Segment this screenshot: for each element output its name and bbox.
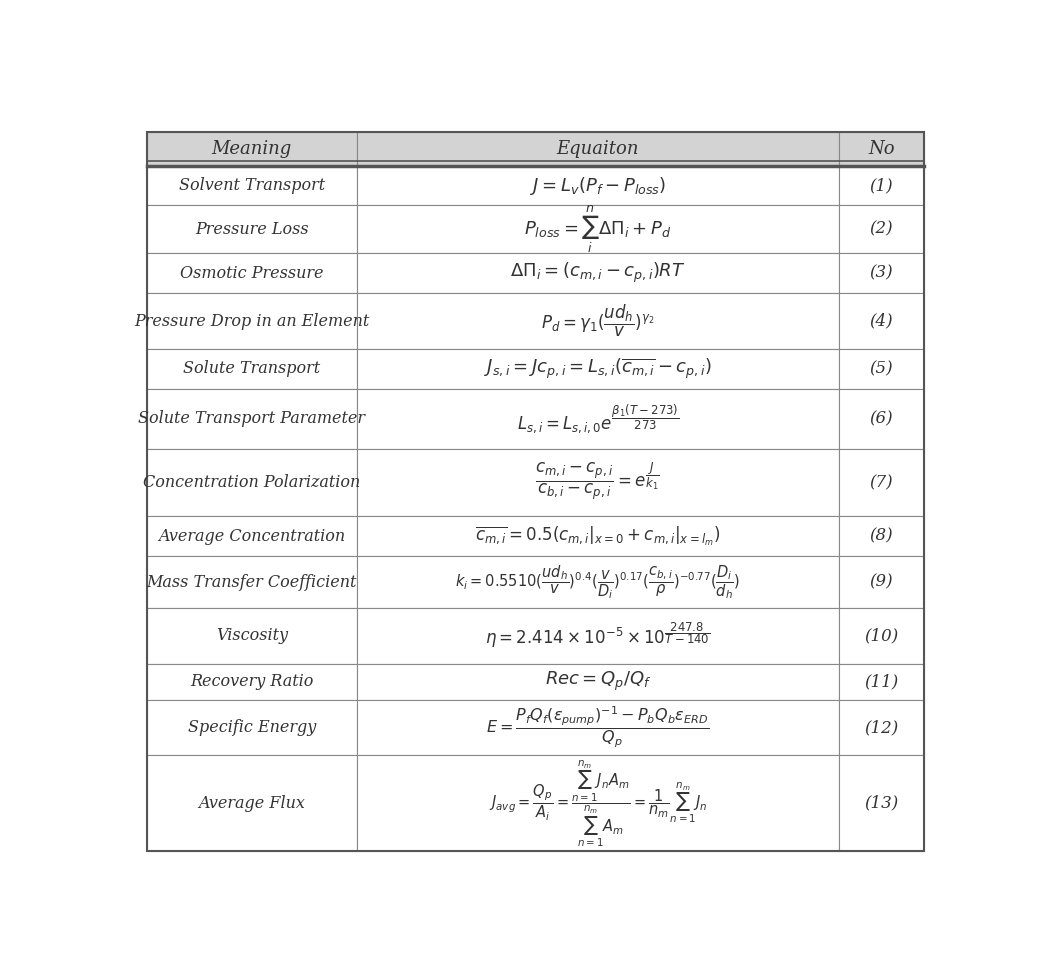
Bar <box>356 755 839 851</box>
Text: (1): (1) <box>869 177 893 194</box>
Bar <box>839 253 925 293</box>
Bar <box>356 557 839 608</box>
Bar <box>146 608 356 664</box>
Text: (13): (13) <box>864 795 899 811</box>
Text: $Rec=Q_p/Q_f$: $Rec=Q_p/Q_f$ <box>544 670 651 693</box>
Text: $\eta=2.414\times10^{-5}\times10^{\dfrac{247.8}{T-140}}$: $\eta=2.414\times10^{-5}\times10^{\dfrac… <box>485 621 711 651</box>
Bar <box>839 131 925 165</box>
Bar <box>356 349 839 389</box>
Bar <box>146 205 356 253</box>
Text: (8): (8) <box>869 527 893 545</box>
Text: (12): (12) <box>864 719 899 736</box>
Bar <box>146 664 356 700</box>
Bar <box>146 700 356 755</box>
Text: $\Delta\Pi_i=(c_{m,i}-c_{p,i})RT$: $\Delta\Pi_i=(c_{m,i}-c_{p,i})RT$ <box>510 261 686 285</box>
Bar <box>146 755 356 851</box>
Bar <box>146 389 356 449</box>
Bar <box>356 700 839 755</box>
Bar <box>146 349 356 389</box>
Text: (10): (10) <box>864 628 899 644</box>
Bar <box>839 664 925 700</box>
Text: (7): (7) <box>869 474 893 491</box>
Bar <box>356 608 839 664</box>
Bar <box>356 664 839 700</box>
Bar <box>356 449 839 517</box>
Text: Meaning: Meaning <box>212 140 292 158</box>
Text: (5): (5) <box>869 360 893 378</box>
Text: $J=L_v(P_f-P_{loss})$: $J=L_v(P_f-P_{loss})$ <box>530 174 666 197</box>
Text: Pressure Loss: Pressure Loss <box>195 221 308 237</box>
Text: $E=\dfrac{P_fQ_f(\epsilon_{pump})^{-1}-P_bQ_b\epsilon_{ERD}}{Q_p}$: $E=\dfrac{P_fQ_f(\epsilon_{pump})^{-1}-P… <box>486 704 710 750</box>
Text: $J_{s,i}=Jc_{p,i}=L_{s,i}(\overline{c_{m,i}}-c_{p,i})$: $J_{s,i}=Jc_{p,i}=L_{s,i}(\overline{c_{m… <box>484 356 712 381</box>
Text: Concentration Polarization: Concentration Polarization <box>143 474 361 491</box>
Bar <box>356 389 839 449</box>
Text: Specific Energy: Specific Energy <box>188 719 316 736</box>
Text: (9): (9) <box>869 573 893 591</box>
Text: $P_d=\gamma_1(\dfrac{ud_h}{v})^{\gamma_2}$: $P_d=\gamma_1(\dfrac{ud_h}{v})^{\gamma_2… <box>541 303 654 340</box>
Bar <box>146 557 356 608</box>
Text: Average Concentration: Average Concentration <box>158 527 345 545</box>
Text: (11): (11) <box>864 673 899 690</box>
Text: $L_{s,i}=L_{s,i,0}e^{\dfrac{\beta_1(T-273)}{273}}$: $L_{s,i}=L_{s,i,0}e^{\dfrac{\beta_1(T-27… <box>516 402 679 435</box>
Bar <box>146 517 356 557</box>
Bar <box>839 449 925 517</box>
Bar <box>839 517 925 557</box>
Bar <box>839 205 925 253</box>
Bar <box>146 293 356 349</box>
Bar <box>839 755 925 851</box>
Bar <box>356 517 839 557</box>
Text: (6): (6) <box>869 411 893 427</box>
Text: Average Flux: Average Flux <box>199 795 305 811</box>
Bar <box>146 253 356 293</box>
Bar <box>146 449 356 517</box>
Bar <box>356 205 839 253</box>
Text: $\dfrac{c_{m,i}-c_{p,i}}{c_{b,i}-c_{p,i}}=e^{\dfrac{J}{k_1}}$: $\dfrac{c_{m,i}-c_{p,i}}{c_{b,i}-c_{p,i}… <box>535 461 660 503</box>
Text: (4): (4) <box>869 312 893 330</box>
Bar <box>356 131 839 165</box>
Text: $k_i=0.5510(\dfrac{ud_h}{v})^{0.4}(\dfrac{v}{D_i})^{0.17}(\dfrac{c_{b,i}}{\rho}): $k_i=0.5510(\dfrac{ud_h}{v})^{0.4}(\dfra… <box>456 563 740 601</box>
Text: Solute Transport: Solute Transport <box>183 360 321 378</box>
Bar <box>839 557 925 608</box>
Bar <box>356 253 839 293</box>
Text: Osmotic Pressure: Osmotic Pressure <box>180 265 324 282</box>
Text: Pressure Drop in an Element: Pressure Drop in an Element <box>134 312 369 330</box>
Text: Solvent Transport: Solvent Transport <box>179 177 325 194</box>
Text: Solute Transport Parameter: Solute Transport Parameter <box>138 411 366 427</box>
Text: $P_{loss}=\sum_{i}^{n}\Delta\Pi_i+P_d$: $P_{loss}=\sum_{i}^{n}\Delta\Pi_i+P_d$ <box>525 203 671 255</box>
Bar <box>839 700 925 755</box>
Bar <box>839 165 925 205</box>
Bar <box>839 389 925 449</box>
Bar <box>839 293 925 349</box>
Text: (2): (2) <box>869 221 893 237</box>
Bar <box>356 165 839 205</box>
Bar <box>839 349 925 389</box>
Bar <box>839 608 925 664</box>
Text: Equaiton: Equaiton <box>557 140 638 158</box>
Bar <box>146 165 356 205</box>
Text: $J_{avg}=\dfrac{Q_p}{A_i}=\dfrac{\sum_{n=1}^{n_m}J_nA_m}{\sum_{n=1}^{n_m}A_m}=\d: $J_{avg}=\dfrac{Q_p}{A_i}=\dfrac{\sum_{n… <box>489 758 707 848</box>
Text: (3): (3) <box>869 265 893 282</box>
Text: Recovery Ratio: Recovery Ratio <box>190 673 314 690</box>
Bar <box>146 131 356 165</box>
Bar <box>356 293 839 349</box>
Text: Mass Transfer Coefficient: Mass Transfer Coefficient <box>146 573 357 591</box>
Text: $\overline{c_{m,i}}=0.5(c_{m,i}|_{x=0}+c_{m,i}|_{x=l_m})$: $\overline{c_{m,i}}=0.5(c_{m,i}|_{x=0}+c… <box>475 524 720 548</box>
Text: No: No <box>868 140 895 158</box>
Text: Viscosity: Viscosity <box>215 628 287 644</box>
